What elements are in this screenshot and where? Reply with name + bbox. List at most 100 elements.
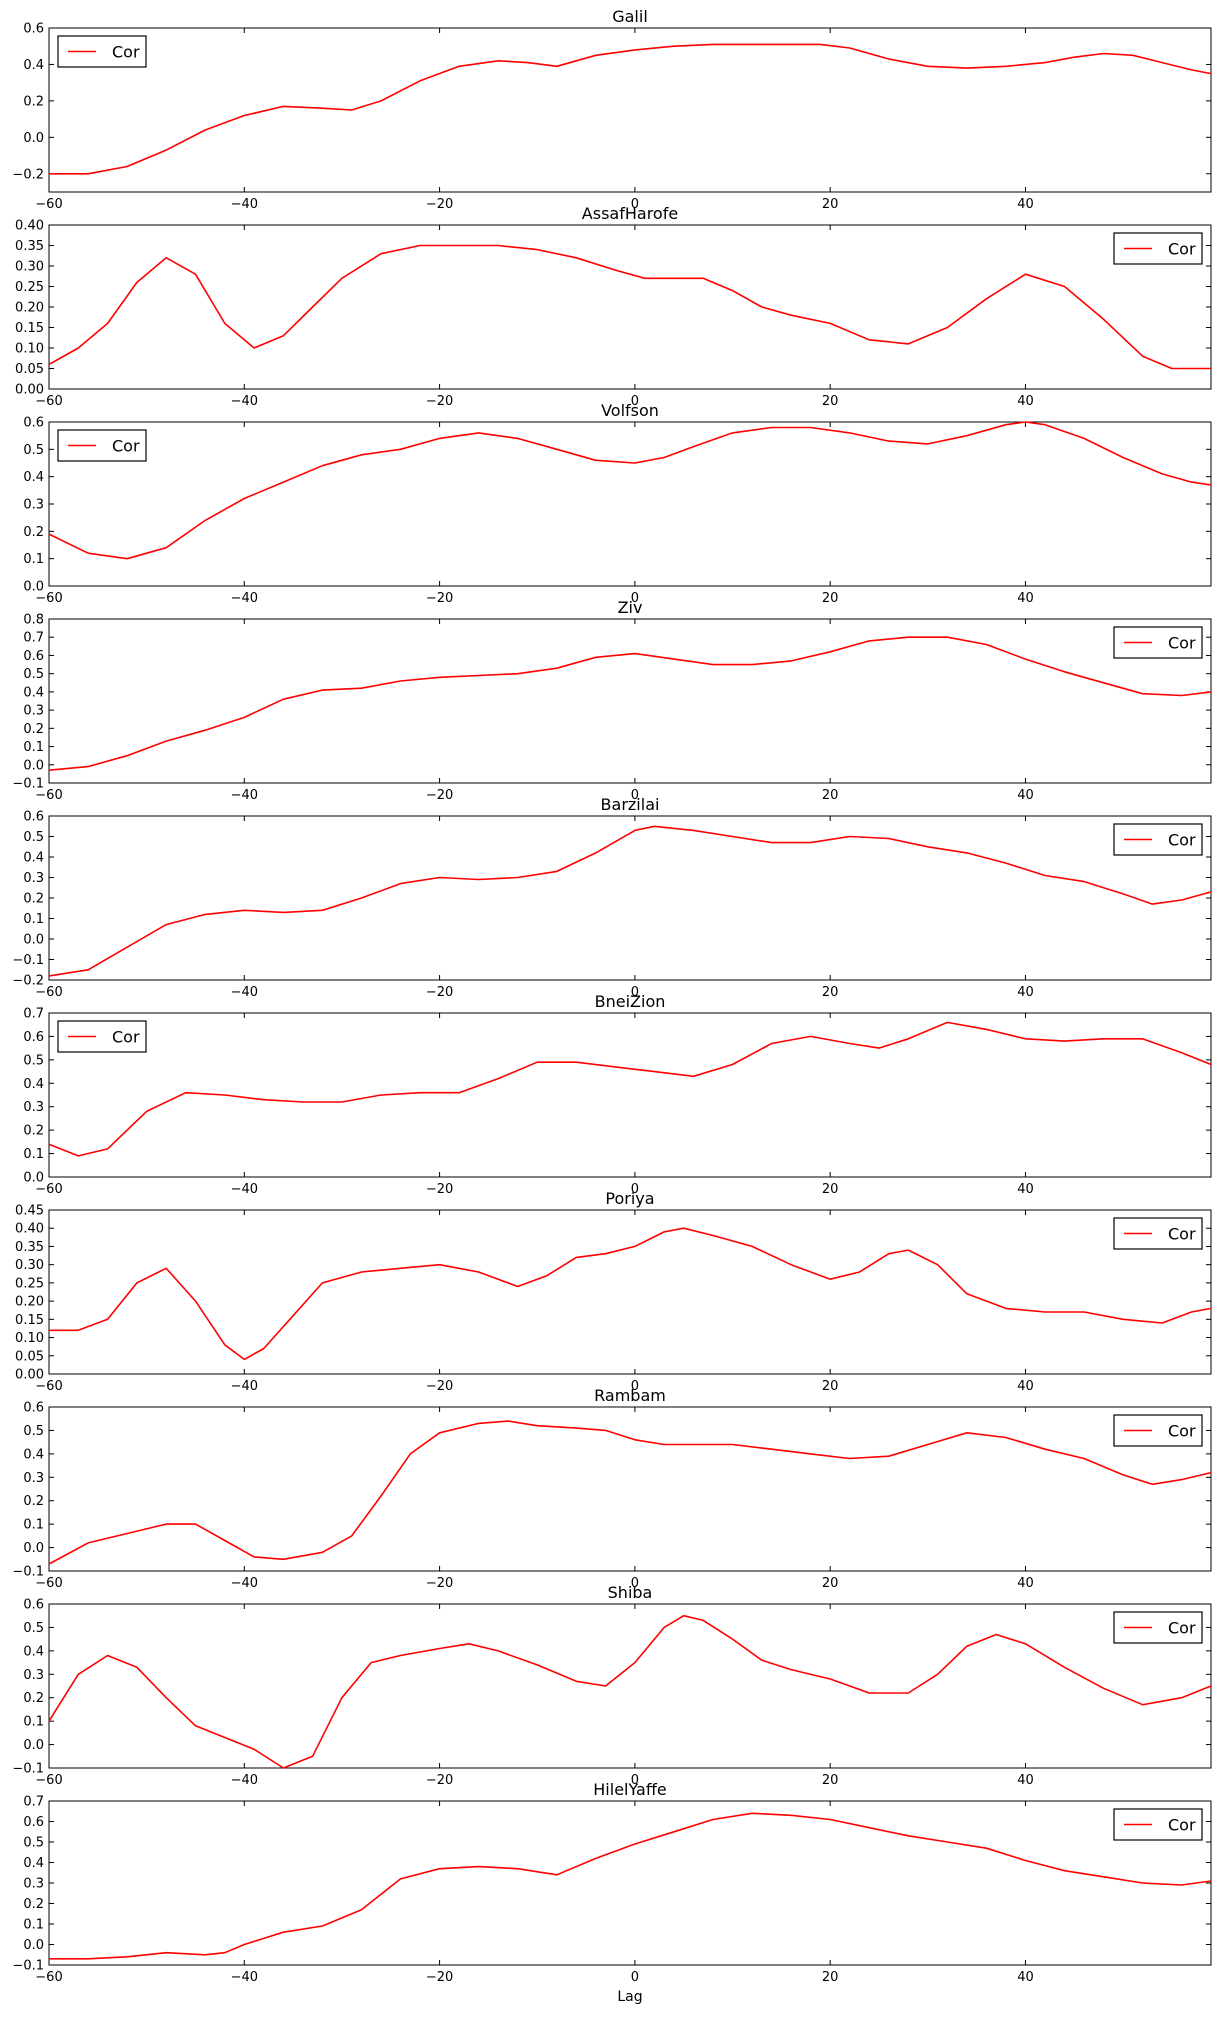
subplot-assafharofe: AssafHarofe −60 −40 −20 0 20 40 0.00 0.05 0.10 0.1… (15, 204, 1212, 409)
x-tick-label: 20 (822, 591, 839, 606)
x-tick-label: −40 (231, 591, 258, 606)
series-line-cor (48, 1420, 1212, 1565)
x-tick-label: −40 (231, 394, 258, 409)
legend: Cor (57, 1020, 147, 1053)
subplot-volfson: Volfson −60 −40 −20 0 20 40 0.0 0.1 0.2 0.3 0.4 0.5 0… (23, 401, 1212, 606)
legend-label: Cor (112, 437, 140, 456)
legend: Cor (1113, 823, 1203, 856)
y-tick-label: 0.5 (23, 1836, 44, 1851)
x-tick-label: 0 (631, 788, 639, 803)
x-tick-label: −60 (35, 788, 62, 803)
subplot-title: Barzilai (601, 795, 660, 814)
subplot-title: HilelYaffe (593, 1780, 666, 1799)
subplot-ziv: Ziv −60 −40 −20 0 20 40 −0.1 0.0 0.1 0.2 0.3 0.4 0.5 0… (12, 598, 1212, 803)
y-tick-label: 0.4 (23, 851, 44, 866)
x-tick-label: 20 (822, 985, 839, 1000)
subplot-galil: Galil −60 −40 −20 0 20 40 −0.2 0.0 0.2 0.4 0.6 Cor (12, 7, 1212, 212)
y-tick-label: 0.2 (23, 722, 44, 737)
y-tick-label: 0.40 (15, 219, 44, 234)
x-tick-label: 40 (1017, 788, 1034, 803)
x-tick-label: 0 (631, 1970, 639, 1985)
y-tick-label: 0.35 (15, 1240, 44, 1255)
y-tick-label: 0.7 (23, 631, 44, 646)
x-tick-label: −20 (426, 985, 453, 1000)
y-tick-label: −0.1 (12, 1762, 44, 1777)
y-tick-label: −0.1 (12, 777, 44, 792)
y-tick-label: 0.00 (15, 383, 44, 398)
y-tick-label: 0.3 (23, 1668, 44, 1683)
x-tick-label: −40 (231, 1379, 258, 1394)
legend-label: Cor (1168, 1422, 1196, 1441)
legend-label: Cor (112, 1028, 140, 1047)
y-tick-label: 0.6 (23, 1401, 44, 1416)
legend: Cor (1113, 1808, 1203, 1841)
legend-label: Cor (1168, 1619, 1196, 1638)
y-tick-label: 0.4 (23, 470, 44, 485)
series-line-cor (49, 43, 1212, 175)
x-tick-label: −60 (35, 1773, 62, 1788)
y-tick-label: 0.10 (15, 342, 44, 357)
x-tick-label: 0 (631, 394, 639, 409)
subplot-bneizion: BneiZion −60 −40 −20 0 20 40 0.0 0.1 0.2 0.3 0.4 0.5… (23, 992, 1212, 1197)
y-tick-label: 0.05 (15, 362, 44, 377)
y-tick-label: −0.1 (12, 1565, 44, 1580)
subplot-shiba: Shiba −60 −40 −20 0 20 40 −0.1 0.0 0.1 0.2 0.3 0.4 0.… (12, 1583, 1212, 1788)
y-tick-label: 0.5 (23, 1621, 44, 1636)
subplot-barzilai: Barzilai −60 −40 −20 0 20 40 −0.2 −0.1 0.0 0.1 0.2 0… (12, 795, 1212, 1000)
x-tick-label: −20 (426, 788, 453, 803)
y-tick-label: 0.1 (23, 912, 44, 927)
y-tick-label: 0.30 (15, 260, 44, 275)
y-tick-label: 0.15 (15, 321, 44, 336)
y-tick-label: 0.00 (15, 1368, 44, 1383)
y-tick-label: 0.3 (23, 871, 44, 886)
y-tick-label: 0.25 (15, 280, 44, 295)
y-tick-label: 0.1 (23, 552, 44, 567)
series-line-cor (48, 1614, 1212, 1769)
y-tick-label: 0.6 (23, 1815, 44, 1830)
x-tick-label: 40 (1017, 197, 1034, 212)
x-tick-label: 0 (631, 1773, 639, 1788)
y-tick-label: 0.1 (23, 1715, 44, 1730)
y-tick-label: 0.6 (23, 649, 44, 664)
y-tick-label: 0.1 (23, 1918, 44, 1933)
x-tick-label: 40 (1017, 1379, 1034, 1394)
legend-label: Cor (1168, 831, 1196, 850)
series-line-cor (48, 244, 1211, 370)
y-tick-label: 0.15 (15, 1313, 44, 1328)
y-tick-label: 0.7 (23, 1007, 44, 1022)
y-tick-label: 0.1 (23, 740, 44, 755)
y-tick-label: 0.3 (23, 704, 44, 719)
x-tick-label: 20 (822, 1576, 839, 1591)
x-tick-label: −20 (426, 1970, 453, 1985)
x-tick-label: −40 (231, 788, 258, 803)
x-tick-label: −60 (35, 985, 62, 1000)
y-tick-label: 0.40 (15, 1222, 44, 1237)
y-tick-label: 0.20 (15, 1295, 44, 1310)
y-tick-label: 0.6 (23, 1030, 44, 1045)
x-axis-label: Lag (617, 1989, 642, 2005)
x-tick-label: −20 (426, 394, 453, 409)
series-line-cor (48, 1021, 1212, 1157)
x-tick-label: 20 (822, 1970, 839, 1985)
y-tick-label: 0.2 (23, 1494, 44, 1509)
y-tick-label: 0.20 (15, 301, 44, 316)
plot-frame (48, 224, 1212, 390)
x-tick-label: 40 (1017, 985, 1034, 1000)
x-tick-label: 0 (631, 1182, 639, 1197)
y-tick-label: 0.5 (23, 1424, 44, 1439)
x-tick-label: 40 (1017, 1970, 1034, 1985)
y-tick-label: 0.5 (23, 830, 44, 845)
y-tick-label: 0.5 (23, 667, 44, 682)
y-tick-label: 0.6 (23, 22, 44, 37)
x-tick-label: 40 (1017, 1773, 1034, 1788)
x-tick-label: −40 (231, 1182, 258, 1197)
x-tick-label: −40 (231, 1773, 258, 1788)
x-tick-label: −40 (231, 1576, 258, 1591)
y-tick-label: 0.0 (23, 1171, 44, 1186)
y-tick-label: 0.4 (23, 1077, 44, 1092)
legend: Cor (1113, 232, 1203, 265)
y-tick-label: 0.8 (23, 613, 44, 628)
y-tick-label: 0.4 (23, 1856, 44, 1871)
y-tick-label: 0.45 (15, 1204, 44, 1219)
x-tick-label: 40 (1017, 1576, 1034, 1591)
